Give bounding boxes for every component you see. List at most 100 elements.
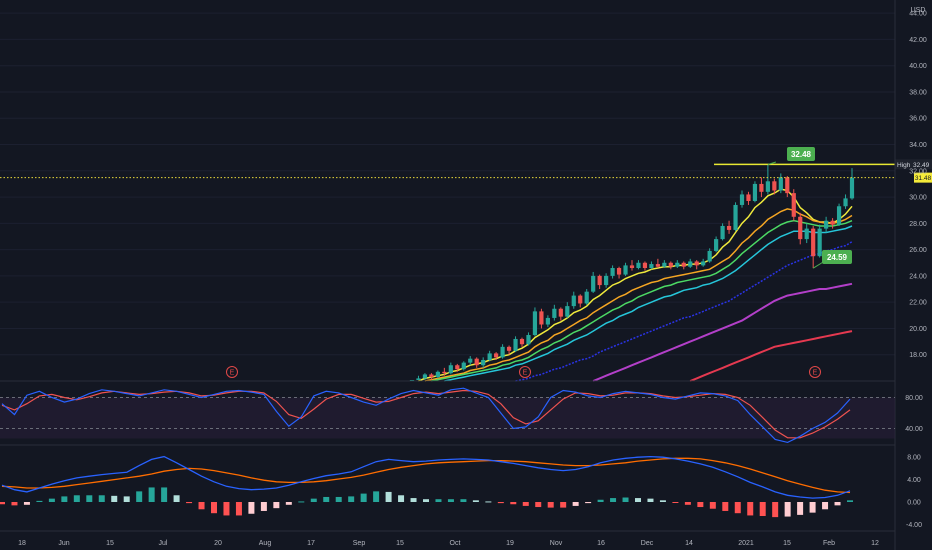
candle: [688, 258, 693, 269]
macd-histogram-bar: [809, 502, 816, 513]
macd-tick-label: -4.00: [906, 522, 922, 529]
annotation-text: 24.59: [827, 253, 848, 262]
candle-body: [539, 311, 544, 325]
candle: [539, 308, 544, 329]
price-tick-label: 42.00: [909, 37, 927, 44]
candle-body: [519, 338, 525, 345]
time-tick-label: 20: [214, 540, 222, 547]
macd-histogram-bar: [822, 502, 829, 510]
earnings-marker-circle: [809, 366, 821, 378]
candle: [733, 202, 738, 232]
candle: [442, 367, 447, 376]
candle-body: [487, 353, 492, 360]
high-label-value: 32.49: [913, 162, 930, 169]
candle-body: [701, 261, 706, 266]
candle: [817, 224, 822, 258]
price-tick-label: 24.00: [909, 273, 927, 280]
price-tick-label: 18.00: [909, 352, 927, 359]
macd-histogram-bar: [335, 496, 342, 502]
macd-histogram-bar: [136, 491, 143, 502]
macd-histogram-bar: [672, 502, 679, 503]
price-tick-label: 28.00: [909, 221, 927, 228]
candle: [487, 350, 492, 362]
macd-histogram-bar: [535, 502, 542, 508]
candle: [804, 223, 809, 244]
candle: [422, 373, 428, 380]
stoch-tick-label: 40.00: [905, 426, 923, 433]
time-tick-label: Feb: [823, 540, 835, 547]
candle-body: [558, 308, 563, 317]
macd-histogram-bar: [161, 487, 168, 502]
candle: [416, 375, 421, 380]
candle: [636, 260, 641, 270]
candle: [610, 265, 615, 279]
candle-body: [429, 374, 434, 378]
candle: [506, 345, 512, 355]
candle: [798, 212, 803, 245]
macd-histogram-bar: [734, 502, 741, 514]
macd-histogram-bar: [635, 498, 641, 502]
macd-histogram-bar: [36, 500, 43, 502]
earnings-marker: E: [226, 366, 238, 378]
macd-signal-line: [1, 457, 851, 494]
candle-body: [513, 338, 518, 351]
candle: [720, 223, 725, 241]
high-label: High 32.49: [895, 159, 932, 170]
price-tick-label: 44.00: [909, 11, 927, 18]
candle: [461, 361, 466, 371]
high-label-text: High: [897, 162, 911, 169]
macd-histogram-bar: [709, 502, 716, 509]
macd-histogram-bar: [747, 502, 754, 516]
time-tick-label: 15: [106, 540, 114, 547]
time-tick-label: 16: [597, 540, 605, 547]
candle: [746, 191, 751, 205]
time-tick-label: 12: [871, 540, 879, 547]
macd-histogram-bar: [398, 495, 405, 502]
candle: [591, 271, 596, 293]
candle: [629, 260, 635, 271]
candle: [578, 294, 583, 308]
candle-body: [623, 265, 628, 275]
candle: [500, 344, 505, 359]
candle-body: [720, 225, 725, 240]
candle: [519, 337, 525, 347]
candle-body: [752, 183, 758, 202]
candle-body: [791, 193, 796, 217]
candle: [649, 261, 654, 270]
candle: [513, 336, 518, 353]
macd-histogram-bar: [647, 498, 654, 502]
candle: [642, 261, 648, 271]
stoch-band: [0, 397, 895, 439]
macd-histogram-bar: [522, 502, 529, 506]
annotation-high: 32.48: [767, 147, 815, 165]
macd-histogram-bar: [285, 502, 292, 505]
macd-histogram-bar: [298, 501, 305, 503]
macd-histogram-bar: [48, 498, 55, 502]
candle: [843, 194, 848, 209]
price-tick-label: 40.00: [909, 63, 927, 70]
macd-histogram-bar: [186, 502, 193, 504]
candle: [481, 357, 486, 368]
macd-histogram-bar: [510, 502, 517, 505]
candle-body: [746, 194, 751, 202]
candle-body: [448, 365, 453, 374]
annotation-low: 24.59: [812, 250, 852, 269]
macd-histogram-bar: [98, 495, 105, 502]
earnings-marker-text: E: [523, 370, 528, 377]
macd-histogram-bar: [123, 496, 130, 502]
candle: [571, 291, 576, 309]
candle-body: [461, 362, 466, 370]
candle: [824, 216, 829, 233]
time-tick-label: Oct: [450, 540, 461, 547]
candle-body: [843, 198, 848, 207]
macd-histogram-bar: [111, 495, 118, 502]
macd-histogram-bar: [585, 502, 592, 504]
macd-histogram-bar: [485, 501, 492, 503]
candle-body: [726, 225, 732, 230]
time-tick-label: 15: [396, 540, 404, 547]
macd-histogram-bar: [497, 502, 504, 504]
earnings-marker-text: E: [813, 370, 818, 377]
candle: [830, 218, 835, 229]
macd-histogram-bar: [11, 502, 18, 506]
